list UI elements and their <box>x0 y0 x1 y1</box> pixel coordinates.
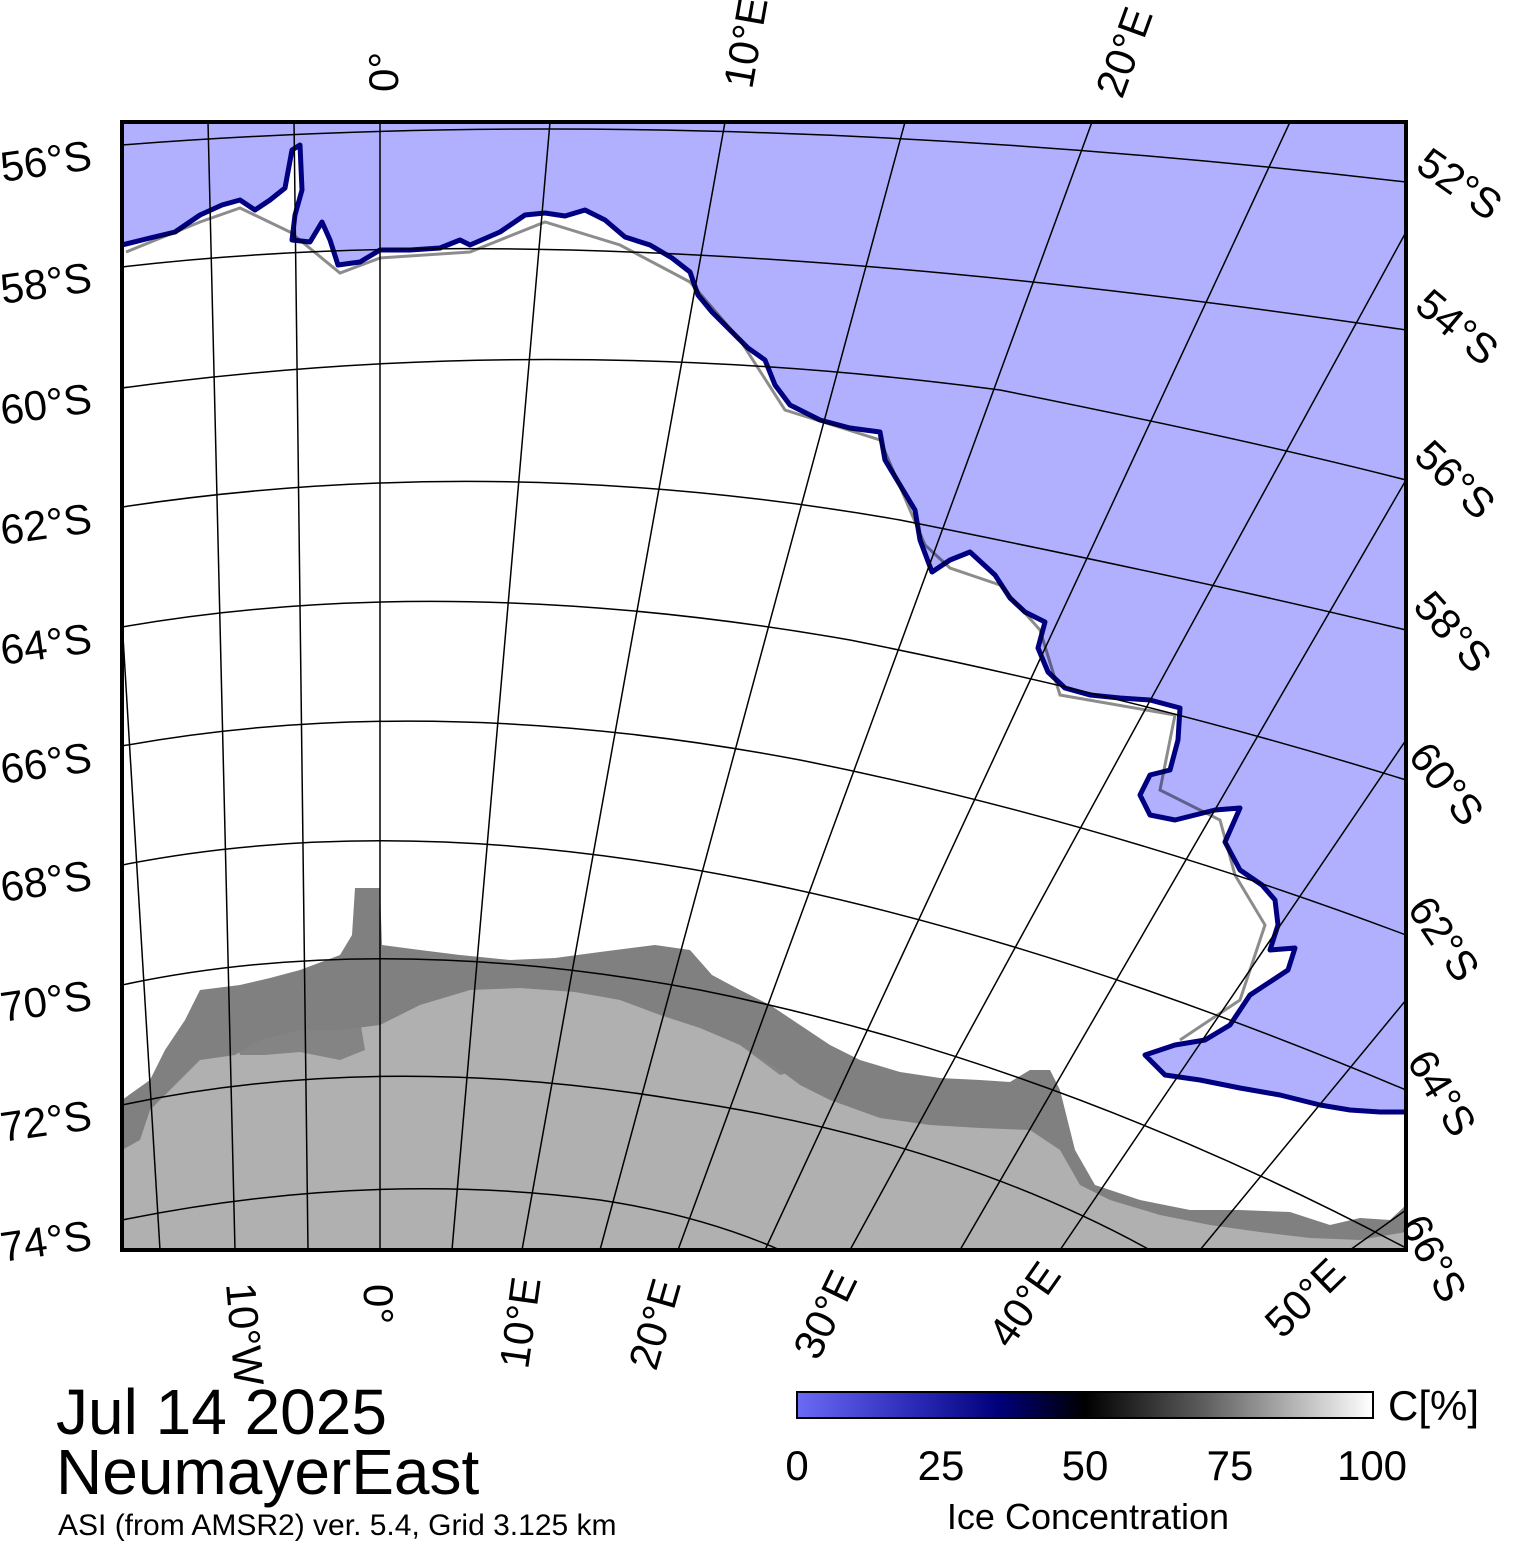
ice-shelf-lobe-east <box>740 1020 800 1075</box>
lon-label: 10°E <box>490 1274 549 1371</box>
lat-label: 56°S <box>0 131 94 190</box>
lat-label: 70°S <box>0 971 94 1030</box>
lat-label: 66°S <box>0 733 94 792</box>
lat-label: 64°S <box>0 614 94 673</box>
lon-label: 20°E <box>1086 1 1161 103</box>
lat-label: 54°S <box>1407 280 1507 375</box>
colorbar-tick-label: 100 <box>1336 1442 1408 1489</box>
colorbar <box>796 1391 1374 1419</box>
lon-label: 30°E <box>784 1263 866 1366</box>
lat-label: 66°S <box>1392 1207 1476 1310</box>
longitude-lines <box>122 122 1406 1250</box>
lon-label: 10°E <box>715 0 777 92</box>
lat-label: 68°S <box>0 851 94 910</box>
lat-label: 72°S <box>0 1091 94 1150</box>
lon-label: 20°E <box>619 1274 689 1375</box>
map-date: Jul 14 2025 <box>56 1376 387 1448</box>
ice-edge-inner <box>125 206 1267 1042</box>
lon-label: 50°E <box>1256 1249 1354 1346</box>
colorbar-unit: C[%] <box>1388 1382 1480 1429</box>
lat-label: 64°S <box>1398 1042 1485 1145</box>
lon-label: 40°E <box>979 1253 1070 1355</box>
map-frame <box>120 120 1408 1252</box>
lat-label: 62°S <box>0 494 94 553</box>
colorbar-tick-label: 0 <box>785 1442 809 1489</box>
map-region-name: NeumayerEast <box>56 1436 480 1508</box>
lat-label: 60°S <box>1400 733 1493 834</box>
lat-labels-right: 52°S 54°S 56°S 58°S 60°S 62°S 64°S 66°S <box>1392 138 1511 1309</box>
colorbar-title: Ice Concentration <box>946 1496 1230 1537</box>
lon-label: 0° <box>355 1284 402 1324</box>
colorbar-tick-label: 25 <box>917 1442 965 1489</box>
lat-label: 52°S <box>1409 138 1511 229</box>
land <box>122 988 1406 1250</box>
colorbar-tick-label: 75 <box>1206 1442 1254 1489</box>
lat-label: 56°S <box>1406 431 1504 528</box>
lat-label: 74°S <box>0 1211 94 1270</box>
lat-label: 60°S <box>0 374 94 433</box>
lat-labels-left: 56°S 58°S 60°S 62°S 64°S 66°S 68°S 70°S … <box>0 131 94 1270</box>
lat-label: 58°S <box>0 253 94 312</box>
ice-shelf-lobe <box>232 1000 365 1060</box>
lon-labels-bottom: 10°W 0° 10°E 20°E 30°E 40°E 50°E <box>217 1249 1354 1388</box>
lat-label: 58°S <box>1405 582 1501 681</box>
colorbar-tick-label: 50 <box>1061 1442 1109 1489</box>
lat-label: 62°S <box>1399 888 1489 990</box>
lon-labels-top: 0° 10°E 20°E <box>360 0 1162 103</box>
lon-label: 0° <box>360 52 407 92</box>
lon-label: 10°W <box>217 1281 273 1388</box>
ice-edge <box>122 142 1406 1115</box>
data-source-note: ASI (from AMSR2) ver. 5.4, Grid 3.125 km <box>58 1509 617 1542</box>
